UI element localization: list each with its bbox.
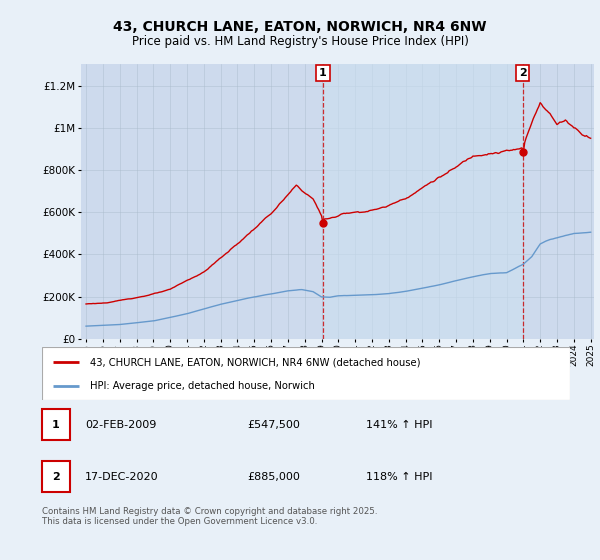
FancyBboxPatch shape bbox=[42, 409, 70, 440]
Text: 141% ↑ HPI: 141% ↑ HPI bbox=[366, 420, 433, 430]
Text: 2: 2 bbox=[519, 68, 527, 78]
Text: 1: 1 bbox=[319, 68, 327, 78]
Text: £547,500: £547,500 bbox=[247, 420, 300, 430]
Text: 118% ↑ HPI: 118% ↑ HPI bbox=[366, 472, 433, 482]
FancyBboxPatch shape bbox=[42, 347, 570, 400]
Text: 43, CHURCH LANE, EATON, NORWICH, NR4 6NW (detached house): 43, CHURCH LANE, EATON, NORWICH, NR4 6NW… bbox=[89, 357, 420, 367]
Text: 02-FEB-2009: 02-FEB-2009 bbox=[85, 420, 157, 430]
Text: 1: 1 bbox=[52, 420, 60, 430]
Text: Price paid vs. HM Land Registry's House Price Index (HPI): Price paid vs. HM Land Registry's House … bbox=[131, 35, 469, 48]
Text: 17-DEC-2020: 17-DEC-2020 bbox=[85, 472, 159, 482]
Text: 2: 2 bbox=[52, 472, 60, 482]
Text: HPI: Average price, detached house, Norwich: HPI: Average price, detached house, Norw… bbox=[89, 380, 314, 390]
Bar bbox=[323, 64, 523, 339]
Text: Contains HM Land Registry data © Crown copyright and database right 2025.
This d: Contains HM Land Registry data © Crown c… bbox=[42, 507, 377, 526]
FancyBboxPatch shape bbox=[42, 461, 70, 492]
Text: 43, CHURCH LANE, EATON, NORWICH, NR4 6NW: 43, CHURCH LANE, EATON, NORWICH, NR4 6NW bbox=[113, 20, 487, 34]
Text: £885,000: £885,000 bbox=[247, 472, 300, 482]
